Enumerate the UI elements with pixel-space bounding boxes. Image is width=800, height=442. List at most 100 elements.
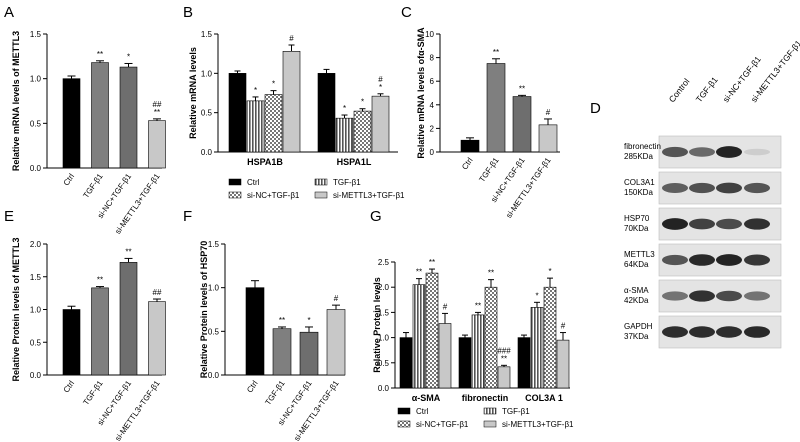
y-axis-label: Relative Protein levels of HSP70 [199, 241, 209, 379]
bar [148, 301, 166, 376]
y-tick-label: 2.0 [378, 283, 390, 292]
y-tick-label: 8 [430, 54, 435, 63]
blot-band [716, 290, 742, 302]
blot-row-label: α-SMA [624, 286, 649, 295]
bar [543, 286, 557, 389]
significance-label: ** [154, 108, 160, 117]
group-label: α-SMA [412, 393, 441, 403]
western-blot: Control TGF-β1 si-NC+TGF-β1si-METTL3+TGF-β… [624, 38, 800, 349]
significance-label: * [379, 83, 382, 92]
blot-band [689, 182, 715, 194]
blot-row-label: fibronectin [624, 142, 661, 151]
blot-band [662, 326, 688, 338]
bar [317, 73, 336, 153]
bar [497, 366, 511, 389]
panel-letter-a: A [4, 4, 14, 21]
significance-label: * [272, 80, 275, 89]
bar [460, 139, 480, 153]
bar [91, 287, 109, 376]
group-label: fibronectin [462, 393, 509, 403]
y-tick-label: 0.0 [201, 148, 213, 157]
significance-label: ** [519, 84, 525, 93]
bar [425, 272, 439, 389]
significance-label: * [361, 98, 364, 107]
panel-letter-b: B [183, 4, 193, 21]
y-tick-label: 0.5 [30, 119, 42, 128]
significance-label: * [548, 267, 551, 276]
group-label: COL3A 1 [525, 393, 563, 403]
x-tick-label: TGF-β1 [81, 379, 105, 407]
bar [228, 73, 247, 153]
y-tick-label: 1.0 [208, 284, 220, 293]
blot-row-size: 42KDa [624, 296, 649, 305]
legend-swatch [314, 178, 328, 186]
y-tick-label: 0 [430, 148, 435, 157]
y-tick-label: 2.0 [30, 240, 42, 249]
significance-label: ** [488, 269, 494, 278]
legend-swatch [483, 420, 497, 428]
panel-letter-d: D [590, 100, 601, 117]
legend-swatch [483, 407, 497, 415]
x-tick-label: TGF-β1 [263, 379, 287, 407]
y-tick-label: 0.5 [201, 109, 213, 118]
bar [353, 110, 372, 153]
bar [412, 284, 426, 389]
significance-label: ## [153, 288, 162, 297]
legend-swatch [314, 191, 328, 199]
blot-band [716, 326, 742, 338]
significance-label: * [254, 86, 257, 95]
legend-swatch [228, 178, 242, 186]
blot-band [716, 182, 742, 194]
bar [484, 286, 498, 389]
blot-band [689, 290, 715, 302]
legend-label: si-NC+TGF-β1 [247, 191, 300, 200]
bar [245, 287, 265, 376]
blot-band [716, 146, 742, 158]
panel-letter-g: G [370, 208, 382, 225]
blot-band [744, 218, 770, 230]
y-tick-label: 2.5 [378, 258, 390, 267]
blot-row-label: COL3A1 [624, 178, 655, 187]
x-tick-label: Ctrl [62, 379, 77, 395]
y-tick-label: 0.0 [378, 384, 390, 393]
bar [62, 309, 81, 376]
y-tick-label: 0.5 [378, 359, 390, 368]
y-tick-label: 1.5 [208, 240, 220, 249]
legend-swatch [228, 191, 242, 199]
x-tick-label: Ctrl [245, 379, 260, 395]
bar [471, 314, 485, 389]
panel-letter-f: F [183, 208, 192, 225]
significance-label: # [378, 75, 383, 84]
panel-letter-e: E [4, 208, 14, 225]
blot-row-size: 37KDa [624, 332, 649, 341]
x-tick-label: Ctrl [460, 156, 475, 172]
y-tick-label: 0.5 [208, 327, 220, 336]
y-axis-label: Relative mRNA levels [188, 47, 198, 139]
y-tick-label: 0.0 [208, 371, 220, 380]
bar [530, 307, 544, 389]
blot-row-size: 70KDa [624, 224, 649, 233]
blot-row-size: 150KDa [624, 188, 653, 197]
blot-band [689, 326, 715, 338]
significance-label: ** [429, 258, 435, 267]
legend-swatch [397, 420, 411, 428]
blot-band [716, 218, 742, 230]
x-tick-label: TGF-β1 [477, 156, 501, 184]
bar [517, 337, 531, 389]
legend-label: si-NC+TGF-β1 [416, 420, 469, 429]
blot-band [662, 183, 688, 193]
bar [326, 309, 346, 376]
bar [438, 323, 452, 389]
blot-band [744, 182, 770, 194]
chart-e: 0.0 0.5 1.0 1.5 2.0 Relative Protein levels o… [11, 237, 166, 442]
legend-label: si-METTL3+TGF-β1 [502, 420, 574, 429]
bar [119, 66, 138, 169]
significance-label: # [443, 302, 448, 311]
significance-label: # [546, 108, 551, 117]
legend-label: TGF-β1 [502, 407, 530, 416]
bar [335, 117, 354, 153]
blot-band [716, 254, 742, 266]
y-tick-label: 1.0 [30, 306, 42, 315]
significance-label: ** [125, 247, 131, 256]
